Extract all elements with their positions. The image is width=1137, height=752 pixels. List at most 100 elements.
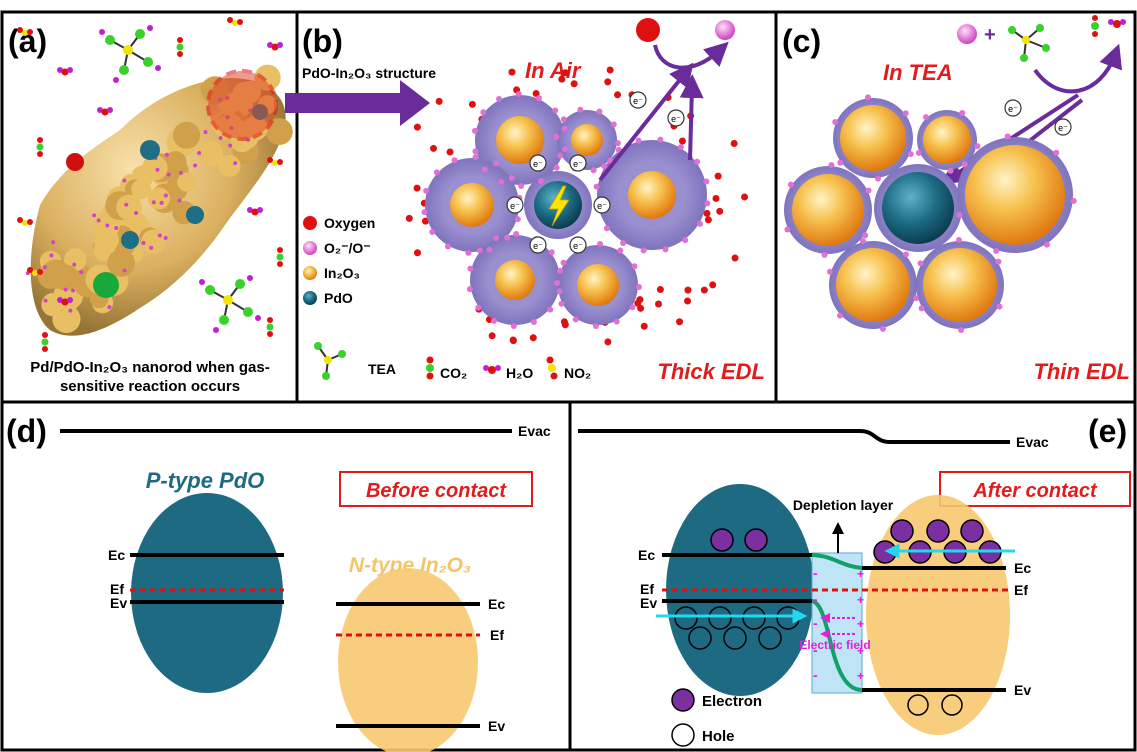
adsorbed-oxygen-ion xyxy=(614,140,621,147)
oxygen-molecule-icon xyxy=(636,18,660,42)
oxygen-molecule xyxy=(604,338,612,346)
in2o3-band-ellipse-e xyxy=(866,495,1010,735)
adsorbed-oxygen-ion xyxy=(677,144,684,151)
oxygen-molecule xyxy=(508,68,516,76)
pd-green-sphere xyxy=(93,272,119,298)
nanorod-sphere xyxy=(93,227,119,253)
surface-ion xyxy=(122,178,127,183)
surface-ion xyxy=(218,135,223,140)
surface-ion xyxy=(107,305,112,310)
svg-text:-: - xyxy=(813,565,818,581)
adsorbed-oxygen-ion xyxy=(917,260,924,267)
adsorbed-oxygen-ion xyxy=(560,116,567,123)
gas-atom xyxy=(176,43,184,51)
oxygen-molecule xyxy=(558,75,566,83)
adsorbed-oxygen-ion xyxy=(613,318,620,325)
legend-hole: Hole xyxy=(671,723,735,747)
surface-ion xyxy=(197,150,202,155)
gas-atom xyxy=(277,159,283,165)
adsorbed-oxygen-ion xyxy=(451,157,458,164)
adsorbed-oxygen-ion xyxy=(535,95,542,102)
levels-right-e: Ec Ef Ev xyxy=(862,560,1031,698)
before-contact-box: Before contact xyxy=(339,471,533,507)
grain-bottom-left xyxy=(470,235,560,325)
surface-ion xyxy=(42,265,47,270)
adsorbed-oxygen-ion xyxy=(993,247,1000,254)
adsorbed-oxygen-ion xyxy=(472,148,479,155)
adsorbed-oxygen-ion xyxy=(617,247,624,254)
adsorbed-oxygen-ion xyxy=(558,300,565,307)
gas-atom xyxy=(247,207,253,213)
oxygen-molecule xyxy=(468,100,476,108)
panel-b: (b) In Air xyxy=(302,18,765,384)
adsorbed-oxygen-ion xyxy=(480,109,487,116)
oxygen-molecule xyxy=(488,332,496,340)
adsorbed-oxygen-ion xyxy=(610,121,617,128)
oxygen-molecule xyxy=(716,207,724,215)
gas-atom xyxy=(37,269,43,275)
evac-label-e: Evac xyxy=(1016,434,1049,450)
gas-atom xyxy=(267,317,273,323)
gas-atom xyxy=(257,207,263,213)
oxygen-ion-icon xyxy=(715,20,735,40)
adsorbed-oxygen-ion xyxy=(828,162,835,169)
nanorod-sphere xyxy=(163,151,187,174)
adsorbed-oxygen-ion xyxy=(827,268,834,275)
adsorbed-oxygen-ion xyxy=(513,231,520,238)
adsorbed-oxygen-ion xyxy=(862,232,869,239)
adsorbed-oxygen-ion xyxy=(486,246,493,253)
molecule-legend-b: TEA CO₂ H₂O NO₂ xyxy=(314,342,591,381)
nanorod-sphere xyxy=(52,264,79,291)
oxygen-molecule xyxy=(684,297,692,305)
adsorbed-oxygen-ion xyxy=(635,137,642,144)
panel-e: (e) Evac After contact Depletion layer E… xyxy=(578,413,1131,747)
electron-icon: e⁻ xyxy=(529,154,547,172)
pdo-cluster-3 xyxy=(121,231,139,249)
adsorbed-oxygen-ion xyxy=(597,241,604,248)
adsorbed-oxygen-ion xyxy=(640,247,647,254)
panel-c: (c) In TEA + e⁻ e⁻ xyxy=(782,15,1130,384)
pdo-band-ellipse-e xyxy=(666,484,814,696)
svg-text:NO₂: NO₂ xyxy=(564,365,591,381)
adsorbed-oxygen-ion xyxy=(421,209,428,216)
after-contact-box: After contact xyxy=(939,471,1131,507)
nanorod-cluster xyxy=(25,64,293,336)
oxygen-molecule xyxy=(606,66,614,74)
svg-text:Electron: Electron xyxy=(702,693,762,710)
gas-atom xyxy=(22,30,28,36)
adsorbed-oxygen-ion xyxy=(787,181,794,188)
electron-icon: e⁻ xyxy=(506,196,524,214)
in2o3-band-ellipse xyxy=(338,568,478,752)
gas-atom xyxy=(277,261,283,267)
panel-c-footer: Thin EDL xyxy=(1033,359,1130,384)
adsorbed-oxygen-ion xyxy=(472,154,479,161)
gas-atom xyxy=(237,19,243,25)
electrons-left-e xyxy=(710,528,768,552)
oxygen-molecule xyxy=(712,194,720,202)
legend-h2o: H₂O xyxy=(483,365,533,381)
adsorbed-oxygen-ion xyxy=(510,322,517,329)
adsorbed-oxygen-ion xyxy=(902,110,909,117)
adsorbed-oxygen-ion xyxy=(875,175,882,182)
oxygen-molecule xyxy=(640,322,648,330)
electron-icon: e⁻ xyxy=(569,236,587,254)
adsorbed-oxygen-ion xyxy=(879,325,886,332)
gas-atom xyxy=(61,298,69,306)
svg-text:+: + xyxy=(857,593,864,607)
electron-icon: e⁻ xyxy=(629,91,647,109)
grain-c-top-left xyxy=(833,98,913,178)
nanorod-sphere xyxy=(52,304,81,334)
pdo-cluster-2 xyxy=(186,206,204,224)
legend-item-in2o3: In₂O₃ xyxy=(303,265,360,281)
level-ef-d-left: Ef xyxy=(110,581,124,597)
svg-text:Hole: Hole xyxy=(702,728,735,745)
svg-text:PdO: PdO xyxy=(324,290,353,306)
panel-b-title: In Air xyxy=(525,58,582,83)
adsorbed-oxygen-ion xyxy=(466,286,473,293)
adsorbed-oxygen-ion xyxy=(592,322,599,329)
adsorbed-oxygen-ion xyxy=(496,96,503,103)
gas-molecules-a xyxy=(17,17,284,352)
svg-text:e⁻: e⁻ xyxy=(573,159,583,169)
oxygen-molecule xyxy=(730,140,738,148)
adsorbed-oxygen-ion xyxy=(515,91,522,98)
